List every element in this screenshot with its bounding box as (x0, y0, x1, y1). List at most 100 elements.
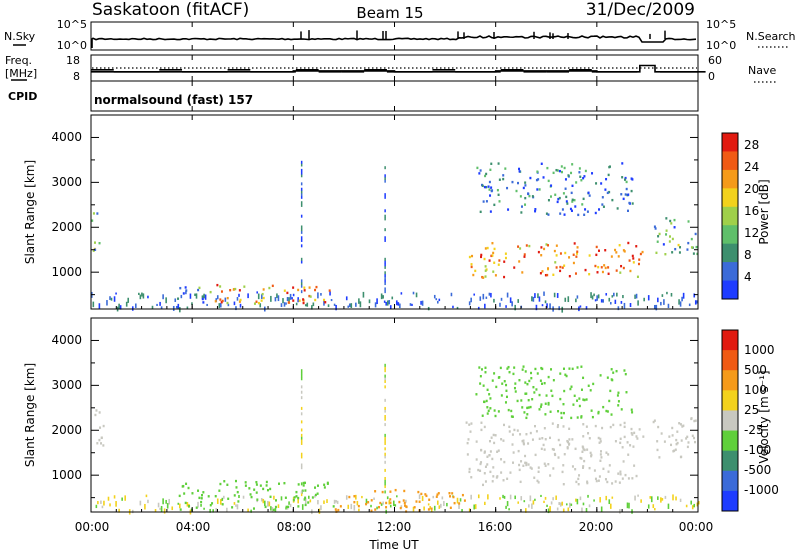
data-cell (483, 425, 486, 429)
velocity-colorbar (721, 329, 739, 512)
data-cell (557, 456, 560, 459)
data-cell (614, 440, 617, 443)
data-cell (226, 483, 229, 486)
velocity-ylabel: Slant Range [km] (23, 363, 37, 467)
data-cell (529, 176, 532, 180)
data-cell (138, 292, 140, 295)
colorbar-swatch (722, 243, 738, 263)
data-cell (615, 251, 618, 254)
data-cell (423, 506, 425, 511)
data-cell (475, 440, 478, 443)
data-cell (396, 300, 398, 306)
power-ytick-1000: 1000 (51, 265, 82, 279)
data-cell (255, 300, 258, 303)
data-cell (499, 302, 501, 307)
data-cell (514, 382, 517, 385)
data-cell (300, 436, 303, 440)
data-cell (596, 271, 599, 274)
data-cell (600, 266, 603, 269)
data-cell (384, 282, 386, 286)
data-cell (397, 302, 400, 306)
data-cell (265, 484, 268, 487)
data-cell (300, 168, 303, 172)
data-cell (540, 254, 543, 257)
data-cell (98, 303, 101, 309)
data-cell (306, 302, 309, 307)
data-cell (368, 299, 371, 304)
data-cell (555, 244, 558, 247)
data-cell (580, 416, 583, 419)
data-cell (582, 446, 585, 449)
data-cell (115, 292, 117, 295)
data-cell (311, 305, 313, 310)
data-cell (630, 177, 633, 180)
data-cell (670, 292, 673, 297)
data-cell (219, 298, 222, 301)
data-cell (621, 162, 624, 165)
data-cell (235, 504, 237, 507)
data-cell (619, 473, 622, 476)
data-cell (249, 493, 252, 496)
data-cell (480, 449, 483, 452)
data-cell (389, 490, 392, 493)
cpid-label: CPID (8, 90, 37, 103)
data-cell (536, 170, 539, 173)
data-cell (518, 170, 521, 173)
data-cell (551, 394, 554, 398)
data-cell (92, 301, 95, 308)
data-cell (546, 303, 548, 308)
data-cell (485, 172, 488, 176)
data-cell (517, 245, 520, 248)
data-cell (135, 303, 137, 308)
data-cell (203, 507, 205, 510)
data-cell (121, 497, 123, 501)
data-cell (534, 367, 537, 371)
data-cell (96, 442, 99, 445)
data-cell (630, 408, 633, 411)
data-cell (267, 500, 269, 507)
data-cell (522, 464, 525, 468)
data-cell (475, 393, 478, 396)
data-cell (276, 293, 278, 299)
data-cell (353, 500, 356, 504)
data-cell (538, 296, 541, 302)
data-cell (564, 373, 567, 376)
data-cell (650, 496, 653, 503)
data-cell (466, 453, 469, 456)
data-cell (549, 506, 551, 512)
data-cell (633, 464, 636, 467)
time-tick-12: 12:00 (377, 520, 412, 534)
date-title: 31/Dec/2009 (586, 0, 695, 20)
data-cell (163, 508, 166, 514)
data-cell (223, 480, 226, 483)
data-cell (430, 509, 433, 512)
colorbar-swatch (722, 490, 738, 512)
data-cell (610, 413, 613, 416)
data-cell (493, 372, 496, 375)
data-cell (491, 254, 494, 257)
data-cell (655, 304, 658, 311)
data-cell (501, 382, 504, 385)
data-cell (255, 483, 258, 486)
data-cell (384, 260, 386, 264)
data-cell (605, 177, 608, 181)
data-cell (519, 480, 522, 484)
data-cell (91, 219, 94, 222)
data-cell (508, 371, 511, 374)
data-cell (589, 451, 592, 455)
data-cell (561, 208, 564, 211)
data-cell (507, 365, 510, 369)
data-cell (553, 249, 556, 253)
data-cell (490, 186, 493, 189)
data-cell (621, 176, 624, 179)
data-cell (106, 300, 108, 306)
data-cell (485, 296, 488, 299)
data-cell (384, 377, 386, 381)
data-cell (631, 477, 634, 480)
data-cell (573, 198, 576, 202)
data-cell (518, 463, 521, 467)
data-cell (679, 455, 682, 459)
data-cell (542, 443, 545, 447)
data-cell (333, 499, 336, 504)
data-cell (286, 297, 289, 302)
